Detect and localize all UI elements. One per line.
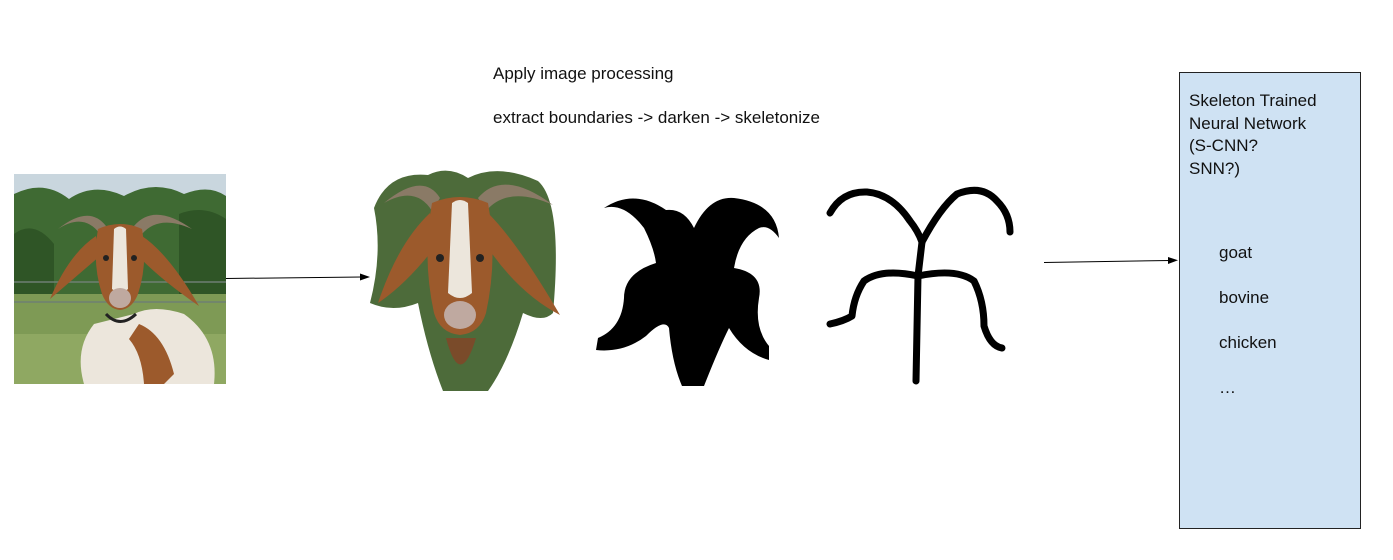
label-bovine: bovine (1219, 288, 1270, 307)
arrow-photo-to-cutout (225, 273, 370, 281)
arrow-skeleton-to-network (1043, 257, 1178, 264)
label-chicken: chicken (1219, 333, 1277, 352)
neural-network-box: Skeleton Trained Neural Network (S-CNN? … (1179, 72, 1361, 529)
network-title: Skeleton Trained Neural Network (S-CNN? … (1189, 91, 1317, 178)
goat-photo-image (14, 174, 226, 384)
label-goat: goat (1219, 243, 1253, 262)
goat-silhouette-image (596, 197, 779, 386)
label-ellipsis: … (1219, 378, 1236, 397)
step-caption: Apply image processing (493, 64, 674, 83)
pipeline-caption: extract boundaries -> darken -> skeleton… (493, 108, 820, 127)
goat-cutout-image (370, 170, 560, 391)
goat-skeleton-image (826, 186, 1014, 385)
